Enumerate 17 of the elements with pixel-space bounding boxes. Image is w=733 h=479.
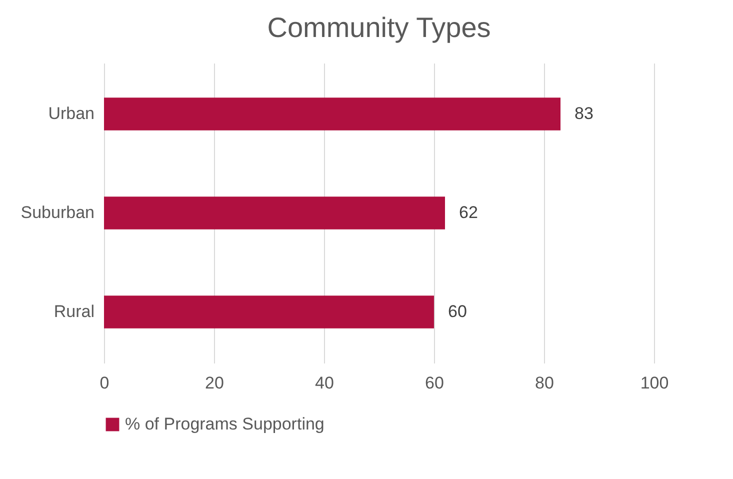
x-tick-label: 80 [535,374,554,392]
x-tick-label: 60 [425,374,444,392]
y-tick-label: Urban [48,104,94,123]
bar [104,196,445,230]
data-label: 62 [459,203,478,222]
legend-label: % of Programs Supporting [125,414,324,434]
x-tick-label: 0 [100,374,110,392]
x-tick-label: 40 [315,374,334,392]
chart-title: Community Types [267,12,491,43]
data-label: 60 [448,302,467,322]
y-tick-label: Suburban [20,203,94,222]
bar [104,296,434,328]
x-tick-label: 100 [640,374,669,392]
y-tick-label: Rural [54,302,94,322]
bar [104,98,560,130]
data-label: 83 [574,104,594,123]
x-tick-label: 20 [205,374,224,392]
